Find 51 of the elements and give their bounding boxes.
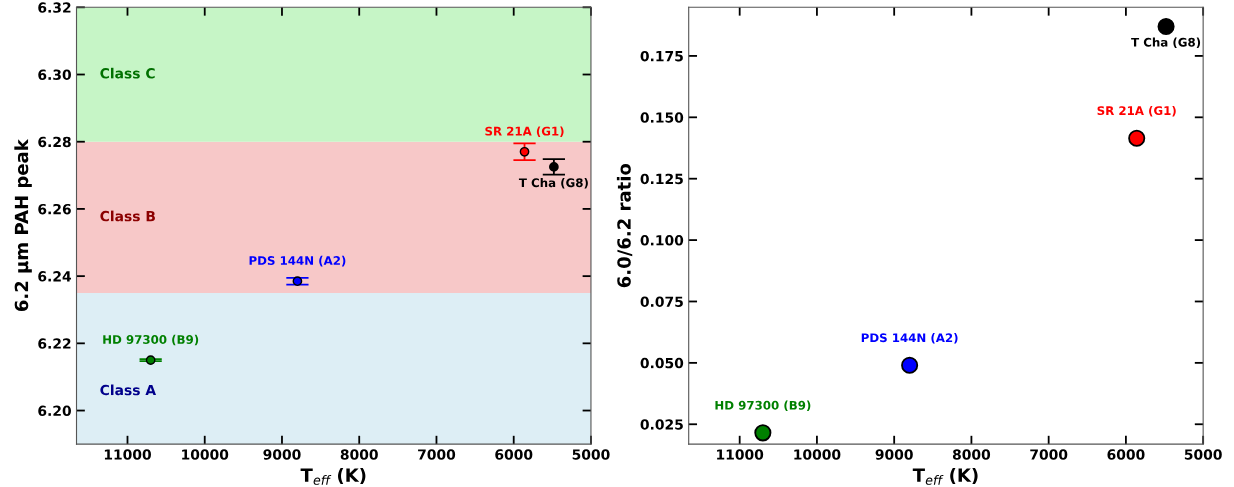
point (1128, 129, 1146, 147)
x-tick-label: 5000 (572, 449, 610, 460)
y-tick-label: 0.150 (640, 112, 684, 123)
x-tick-label: 5000 (1184, 449, 1222, 460)
point (292, 276, 303, 287)
y-axis-title: 6.2 μm PAH peak (14, 138, 32, 312)
x-tick-label: 6000 (495, 449, 533, 460)
band-label: Class B (100, 210, 155, 222)
point (145, 355, 156, 365)
x-tick-label: 7000 (418, 449, 456, 460)
point (901, 356, 919, 374)
y-tick-label: 6.30 (38, 69, 71, 80)
y-tick-label: 0.175 (640, 50, 683, 62)
band-label: Class C (100, 67, 155, 79)
point (549, 162, 559, 172)
y-tick-label: 0.075 (640, 296, 683, 307)
series-label: HD 97300 (B9) (103, 334, 199, 346)
series-label: T Cha (G8) (518, 178, 588, 189)
x-axis-title: T$_{eff}$ (K) (912, 468, 978, 485)
series-label: T Cha (G8) (1131, 37, 1201, 49)
x-tick-label: 6000 (1107, 449, 1145, 460)
y-tick-label: 6.32 (38, 2, 71, 13)
x-tick-label: 8000 (952, 449, 991, 460)
x-tick-label: 9000 (875, 449, 913, 460)
y-tick-label: 0.100 (640, 235, 684, 246)
y-tick-label: 6.28 (38, 136, 71, 148)
y-tick-label: 6.26 (38, 203, 71, 215)
legend-label: SR 21A (G1) (1097, 105, 1176, 117)
x-tick-label: 10000 (794, 449, 841, 460)
series-label: SR 21A (G1) (485, 126, 564, 138)
y-axis-title: 6.0/6.2 ratio (616, 163, 633, 288)
point (519, 146, 530, 157)
x-tick-label: 7000 (1030, 449, 1068, 460)
y-tick-label: 0.025 (640, 419, 683, 430)
x-tick-label: 8000 (340, 449, 378, 460)
x-tick-label: 11000 (104, 449, 151, 460)
y-tick-label: 6.20 (38, 405, 71, 417)
x-axis-title: T$_{eff}$ (K) (300, 468, 366, 485)
series-label: PDS 144N (A2) (861, 333, 958, 344)
y-tick-label: 6.22 (38, 338, 71, 349)
y-tick-label: 0.050 (640, 357, 684, 369)
series-label: PDS 144N (A2) (249, 255, 346, 267)
x-tick-label: 10000 (182, 449, 229, 460)
x-tick-label: 9000 (263, 449, 301, 460)
y-tick-label: 6.24 (38, 271, 72, 282)
band-label: Class A (100, 384, 157, 396)
point (754, 424, 772, 442)
point (1157, 17, 1175, 36)
series-label: HD 97300 (B9) (715, 400, 811, 412)
x-tick-label: 11000 (717, 449, 764, 460)
y-tick-label: 0.125 (640, 173, 683, 185)
